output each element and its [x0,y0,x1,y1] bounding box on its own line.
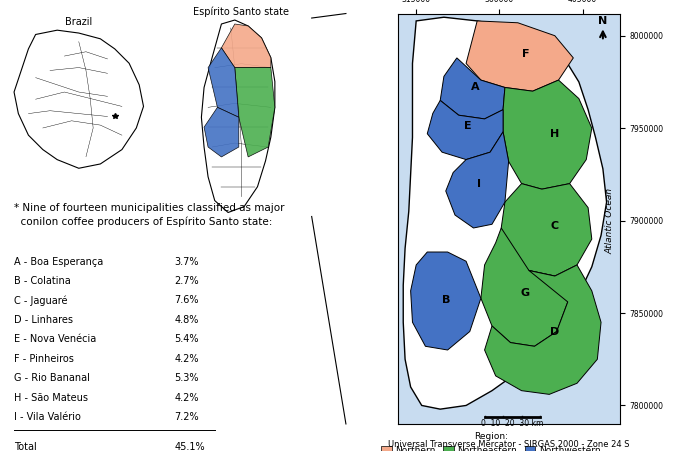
Text: D: D [550,327,560,336]
Polygon shape [466,21,573,91]
Polygon shape [208,48,239,117]
Polygon shape [446,132,508,228]
Text: A - Boa Esperança: A - Boa Esperança [14,257,103,267]
Text: 3.7%: 3.7% [175,257,199,267]
Title: Espírito Santo state: Espírito Santo state [193,7,290,17]
Text: 7.6%: 7.6% [175,295,199,305]
Text: Atlantic Ocean: Atlantic Ocean [606,188,615,253]
Text: 4.8%: 4.8% [175,315,199,325]
Polygon shape [484,265,601,394]
Polygon shape [403,17,607,409]
Text: C: C [551,221,559,231]
Polygon shape [235,68,275,157]
Text: E: E [464,121,472,131]
Polygon shape [14,30,143,168]
Text: 2.7%: 2.7% [175,276,199,286]
Text: H: H [550,129,560,139]
Text: B: B [442,295,450,305]
Text: D - Linhares: D - Linhares [14,315,73,325]
Text: Total: Total [14,442,36,451]
Polygon shape [481,228,568,346]
Text: A: A [471,83,480,92]
Text: 5.3%: 5.3% [175,373,199,383]
Legend: Northern, Northeastern, Northwestern: Northern, Northeastern, Northwestern [377,429,604,451]
Polygon shape [501,184,592,276]
Text: B - Colatina: B - Colatina [14,276,71,286]
Text: G: G [521,288,530,298]
Text: N: N [598,16,608,26]
Text: C - Jaguaré: C - Jaguaré [14,295,67,306]
Polygon shape [204,107,239,157]
Text: G - Rio Bananal: G - Rio Bananal [14,373,90,383]
Text: 0  10  20  30 km: 0 10 20 30 km [481,419,543,428]
Text: 45.1%: 45.1% [175,442,206,451]
Title: Brazil: Brazil [65,17,92,27]
Text: 5.4%: 5.4% [175,334,199,344]
Text: F: F [521,49,529,59]
Text: F - Pinheiros: F - Pinheiros [14,354,73,364]
Text: 4.2%: 4.2% [175,354,199,364]
Polygon shape [503,80,592,189]
Text: I: I [477,179,481,189]
Text: * Nine of fourteen municipalities classified as major
  conilon coffee producers: * Nine of fourteen municipalities classi… [14,203,284,227]
Polygon shape [410,252,481,350]
Polygon shape [427,101,503,160]
Text: 7.2%: 7.2% [175,412,199,422]
Text: Universal Transverse Mercator - SIRGAS 2000 - Zone 24 S: Universal Transverse Mercator - SIRGAS 2… [388,440,630,449]
Polygon shape [221,24,271,68]
Polygon shape [201,20,275,212]
Text: 4.2%: 4.2% [175,393,199,403]
Text: E - Nova Venécia: E - Nova Venécia [14,334,96,344]
Polygon shape [440,58,505,119]
Text: H - São Mateus: H - São Mateus [14,393,88,403]
Text: I - Vila Valério: I - Vila Valério [14,412,80,422]
